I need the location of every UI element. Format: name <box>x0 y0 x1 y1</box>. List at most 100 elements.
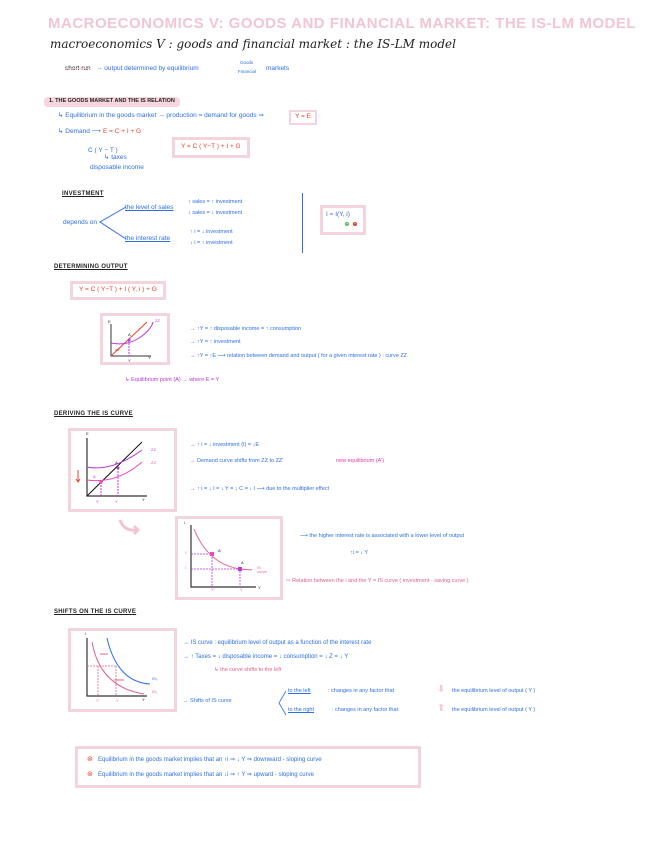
zz-xmark-label: Y <box>128 358 131 363</box>
chart2-i1-label: i' <box>185 550 187 555</box>
summary-line: Equilibrium in the goods market implies … <box>98 757 322 763</box>
taxes-text: ↳ taxes <box>104 154 127 161</box>
shifts-bullet: → ↑ Taxes = ↓ disposable income = ↓ cons… <box>183 654 349 660</box>
deriving-heading: DERIVING THE IS CURVE <box>54 411 133 417</box>
shifts-bullet: → IS curve : equilibrium level of output… <box>183 640 372 646</box>
investment-function: I = I(Y, i) <box>326 211 350 218</box>
chart2-i0-label: i <box>185 565 186 570</box>
right-result: the equilibrium level of output ( Y ) <box>452 707 536 713</box>
chart2-y1-label: Y' <box>211 587 215 592</box>
chart1-a2-label: A' <box>93 474 97 479</box>
determining-formula: Y = C ( Y−T ) + I ( Y, i ) + G <box>70 281 166 300</box>
deriving-chart-2-drawing <box>190 525 256 588</box>
sales-label: the level of sales <box>125 204 174 211</box>
warning-icon: ⊛ <box>87 756 93 763</box>
relation-text: ⇨ Relation between the i and the Y = IS … <box>286 578 469 584</box>
chart1-zz-label: ZZ <box>151 447 156 452</box>
consumption-text: C ( Y − T ) <box>88 147 118 154</box>
up-arrow-icon: ⬆ <box>437 703 446 714</box>
shifts-chart-drawing <box>86 637 151 697</box>
left-text: : changes in any factor that <box>328 688 395 694</box>
chart2-y0-label: Y <box>240 587 243 592</box>
zz-x-label: Y <box>148 355 151 360</box>
zz-chart-drawing <box>110 321 154 357</box>
summary-box <box>75 746 421 788</box>
chart2-a-label: A <box>241 560 244 565</box>
deriving-chart-2 <box>175 516 283 600</box>
rate-up: ↑ i = ↓ investment <box>190 229 233 235</box>
markets-suffix: markets <box>266 65 290 72</box>
depends-on: depends on <box>63 219 97 226</box>
market-goods: Goods <box>240 60 254 65</box>
chart2-y-label: i <box>184 520 185 525</box>
deriving-bullet: → ↑ i = ↓ I = ↓ Y = ↓ C = ↓ I ⟶ due to t… <box>190 486 330 492</box>
chart1-a-label: A <box>115 460 118 465</box>
sales-up: ↑ sales = ↑ investment <box>188 199 243 205</box>
deriving-bullet: → ↑ i = ↓ investment (I) = ↓E <box>190 442 260 448</box>
zz-angle-label: 45° <box>115 348 121 352</box>
deriving-new-equilibrium: new equilibrium (A') <box>336 458 385 464</box>
determining-bullet: → ↑Y = ↑E ⟶ relation between demand and … <box>190 353 408 359</box>
shifts-x-label: Y <box>142 697 145 702</box>
chart1-y1-label: Y' <box>96 499 100 504</box>
minus-sign: − <box>353 221 358 226</box>
determining-bullet: → ↑Y = ↑ disposable income = ↑ consumpti… <box>190 326 302 332</box>
brace-icon <box>278 690 287 716</box>
warning-icon: ⊛ <box>87 771 93 778</box>
sales-down: ↓ sales = ↓ investment <box>188 210 243 216</box>
title-shadow: MACROECONOMICS V: GOODS AND FINANCIAL MA… <box>48 15 636 32</box>
page-title: macroeconomics V : goods and financial m… <box>50 37 456 51</box>
shifts-y-label: i <box>85 631 86 636</box>
branch-icon <box>99 206 127 240</box>
chart1-y0-label: Y <box>115 499 118 504</box>
chart2-curve-label: IS curve <box>257 565 267 574</box>
down-arrow-icon: ⬇ <box>437 684 446 695</box>
zz-y-label: E <box>108 319 111 324</box>
shifts-label: → Shifts of IS curve <box>183 698 232 704</box>
shifts-is0-label: IS₀ <box>152 676 158 681</box>
chart2-x-label: Y <box>258 585 261 590</box>
higher-rate-text: ⟶ the higher interest rate is associated… <box>300 533 465 539</box>
zz-point-label: A <box>128 332 131 337</box>
determining-bullet: → ↑Y = ↑ investment <box>190 339 241 345</box>
divider <box>302 193 303 253</box>
summary-line: Equilibrium in the goods market implies … <box>98 772 314 778</box>
equilibrium-point-text: ↳ Equilibrium point (A) → where E = Y <box>125 377 220 383</box>
equilibrium-box: Y = E <box>289 110 317 125</box>
zz-curve-label: ZZ <box>155 318 160 323</box>
right-label: to the right <box>288 707 314 713</box>
deriving-chart-1 <box>68 428 177 512</box>
rate-down: ↓ i = ↑ investment <box>190 240 233 246</box>
chart1-y-label: E <box>86 431 89 436</box>
left-label: to the left <box>288 688 311 694</box>
market-financial: Financial <box>238 69 257 74</box>
shifts-chart <box>68 628 177 712</box>
demand-text: ↳ Demand ⟶ <box>58 128 101 135</box>
investment-heading: INVESTMENT <box>62 191 104 197</box>
chart1-x-label: Y <box>142 497 145 502</box>
short-run-text: → output determined by equilibrium <box>96 65 199 72</box>
shifts-heading: SHIFTS ON THE IS CURVE <box>54 609 137 615</box>
left-result: the equilibrium level of output ( Y ) <box>452 688 536 694</box>
equilibrium-text: ↳ Equilibrium in the goods market → prod… <box>58 112 264 119</box>
chart2-a2-label: A' <box>218 548 222 553</box>
demand-equation: E = C + I + G <box>103 128 142 135</box>
shifts-y0-label: Y <box>116 698 119 703</box>
formula-box: Y = C ( Y−T ) + I + G <box>172 137 250 158</box>
disposable-text: disposable income <box>90 164 144 171</box>
investment-box <box>320 205 366 235</box>
section1-heading: 1. THE GOODS MARKET AND THE IS RELATION <box>44 97 180 107</box>
shifts-y1-label: Y' <box>96 698 100 703</box>
arrow-icon <box>118 519 141 536</box>
deriving-chart-1-drawing <box>75 438 147 497</box>
plus-sign: + <box>345 221 350 226</box>
shifts-is1-label: IS₁ <box>152 689 158 694</box>
rate-label: the interest rate <box>125 235 171 242</box>
chart1-zz2-label: ZZ' <box>151 460 157 465</box>
shifts-note: ↳ the curve shifts to the left <box>214 667 282 673</box>
deriving-bullet: → Demand curve shifts from ZZ to ZZ' <box>190 458 284 464</box>
determining-heading: DETERMINING OUTPUT <box>54 264 128 270</box>
short-run-label: short run <box>65 65 91 72</box>
right-text: : changes in any factor that <box>332 707 399 713</box>
higher-rate-formula: ↑i = ↓ Y <box>350 550 369 556</box>
